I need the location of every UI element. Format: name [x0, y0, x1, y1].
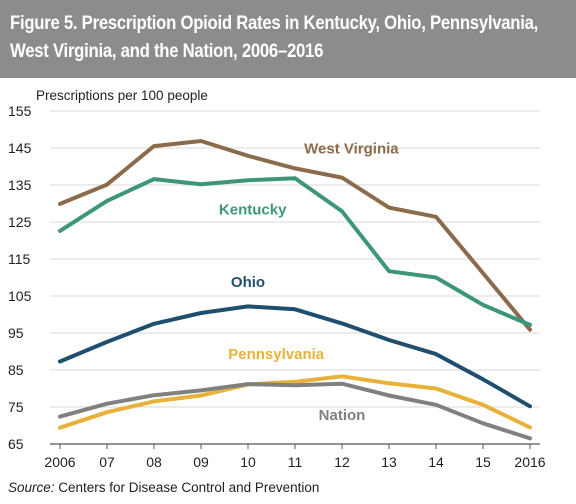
- y-tick-label: 85: [8, 362, 24, 378]
- x-tick-label: 09: [193, 454, 209, 470]
- x-tick-label: 2016: [514, 454, 545, 470]
- series-line-kentucky: [58, 176, 532, 327]
- y-tick-label: 95: [8, 325, 24, 341]
- x-tick-label: 15: [475, 454, 491, 470]
- x-tick-label: 14: [428, 454, 444, 470]
- series-line-west-virginia: [58, 139, 532, 332]
- y-tick-label: 125: [8, 214, 32, 230]
- y-tick-label: 65: [8, 436, 24, 452]
- y-tick-label: 115: [8, 251, 31, 267]
- y-tick-label: 155: [8, 103, 32, 119]
- y-tick-label: 145: [8, 140, 32, 156]
- title-bar: Figure 5. Prescription Opioid Rates in K…: [0, 0, 576, 78]
- series-label-nation: Nation: [319, 407, 366, 424]
- series-label-west-virginia: West Virginia: [304, 141, 399, 158]
- series-label-kentucky: Kentucky: [219, 202, 287, 219]
- y-axis-label: Prescriptions per 100 people: [36, 88, 208, 103]
- source-label: Source:: [8, 480, 55, 495]
- x-tick-label: 13: [381, 454, 397, 470]
- series-line-nation: [58, 381, 532, 441]
- series-label-ohio: Ohio: [231, 274, 265, 291]
- source-text: Centers for Disease Control and Preventi…: [54, 480, 320, 495]
- y-tick-label: 105: [8, 288, 32, 304]
- x-tick-label: 07: [99, 454, 115, 470]
- series-label-pennsylvania: Pennsylvania: [228, 346, 325, 363]
- y-tick-label: 135: [8, 177, 32, 193]
- chart-title: Figure 5. Prescription Opioid Rates in K…: [10, 13, 539, 62]
- y-tick-label: 75: [8, 399, 24, 415]
- x-tick-label: 08: [146, 454, 162, 470]
- x-tick-label: 11: [288, 454, 303, 470]
- x-tick-label: 10: [240, 454, 256, 470]
- source-note: Source: Centers for Disease Control and …: [8, 480, 319, 495]
- x-tick-label: 12: [334, 454, 350, 470]
- x-tick-label: 2006: [44, 454, 75, 470]
